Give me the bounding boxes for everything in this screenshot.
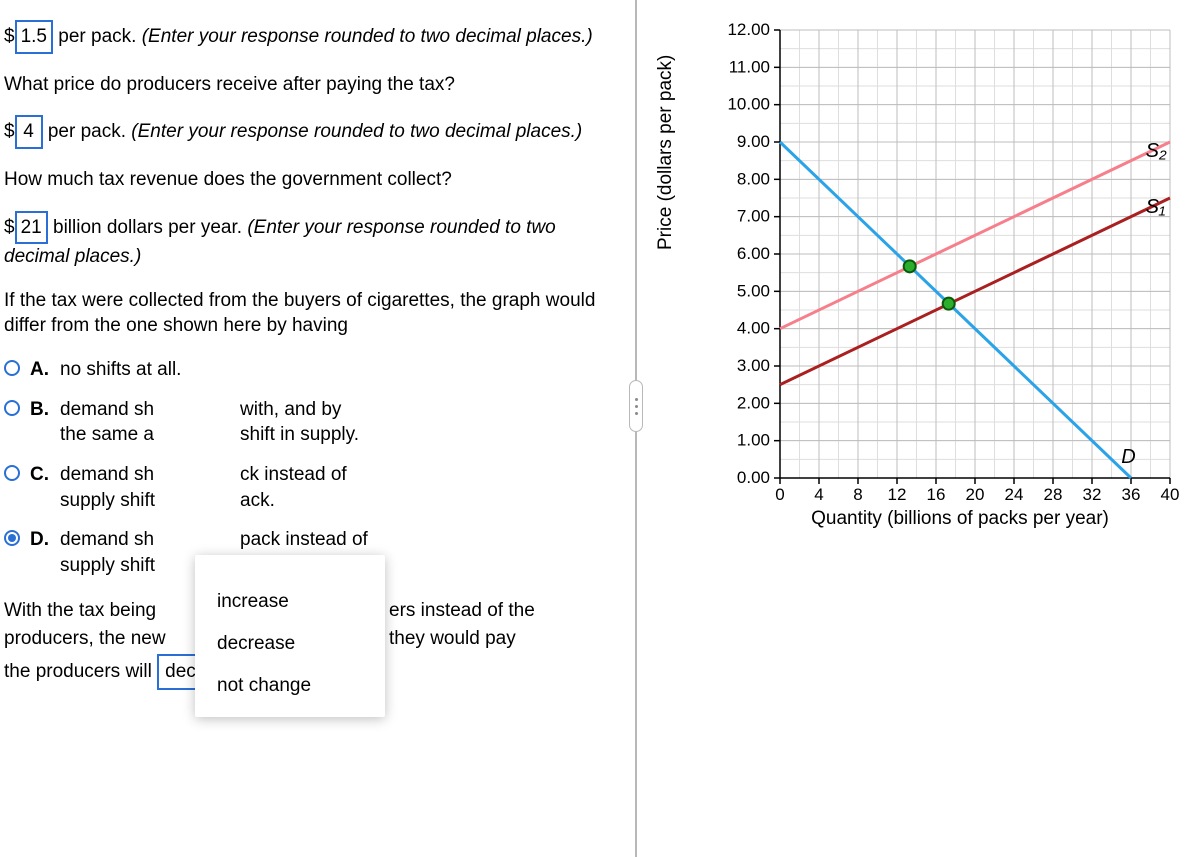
option-label: C. xyxy=(30,462,52,488)
svg-text:8.00: 8.00 xyxy=(737,169,770,188)
svg-text:S₂: S₂ xyxy=(1146,140,1167,162)
svg-text:S₁: S₁ xyxy=(1146,196,1166,218)
answer-2: $4 per pack. (Enter your response rounde… xyxy=(4,115,620,149)
hint: (Enter your response rounded to two deci… xyxy=(142,26,593,47)
svg-text:9.00: 9.00 xyxy=(737,132,770,151)
svg-text:24: 24 xyxy=(1005,485,1024,500)
svg-text:28: 28 xyxy=(1044,485,1063,500)
option-label: A. xyxy=(30,357,52,383)
svg-text:0: 0 xyxy=(775,485,784,500)
option-label: D. xyxy=(30,527,52,553)
radio-a[interactable] xyxy=(4,360,20,376)
radio-b[interactable] xyxy=(4,400,20,416)
svg-text:8: 8 xyxy=(853,485,862,500)
dropdown-item-decrease[interactable]: decrease xyxy=(195,623,385,665)
hint: (Enter your response rounded to two deci… xyxy=(131,121,582,142)
input-price-producers[interactable]: 4 xyxy=(15,115,43,149)
svg-text:11.00: 11.00 xyxy=(729,57,770,76)
currency: $ xyxy=(4,217,15,238)
svg-text:10.00: 10.00 xyxy=(727,95,770,114)
x-axis-label: Quantity (billions of packs per year) xyxy=(735,508,1185,530)
supply-demand-chart: 0 4 8 12 16 20 24 28 32 36 40 0.00 1.00 2.00 3.00 4.00 5… xyxy=(665,20,1185,500)
dropdown-item-not-change[interactable]: not change xyxy=(195,665,385,707)
resize-handle[interactable] xyxy=(629,380,643,432)
option-text: no shifts at all. xyxy=(60,357,620,383)
answer-3: $21 billion dollars per year. (Enter you… xyxy=(4,211,620,270)
radio-c[interactable] xyxy=(4,465,20,481)
svg-text:5.00: 5.00 xyxy=(737,281,770,300)
option-text: demand shck instead of supply shiftack. xyxy=(60,462,620,513)
question-3: How much tax revenue does the government… xyxy=(4,167,620,193)
y-axis-label: Price (dollars per pack) xyxy=(655,55,677,250)
svg-text:12: 12 xyxy=(888,485,907,500)
svg-text:D: D xyxy=(1121,446,1135,468)
chart-panel: Price (dollars per pack) 048121620242832… xyxy=(665,20,1185,530)
option-b[interactable]: B. demand shwith, and by the same ashift… xyxy=(4,397,620,448)
input-price-consumers[interactable]: 1.5 xyxy=(15,20,53,54)
input-tax-revenue[interactable]: 21 xyxy=(15,211,48,245)
option-text: demand shwith, and by the same ashift in… xyxy=(60,397,620,448)
unit: billion dollars per year. xyxy=(48,217,248,238)
svg-text:0.00: 0.00 xyxy=(737,468,770,487)
svg-text:3.00: 3.00 xyxy=(737,356,770,375)
unit: per pack. xyxy=(43,121,132,142)
question-2: What price do producers receive after pa… xyxy=(4,72,620,98)
option-c[interactable]: C. demand shck instead of supply shiftac… xyxy=(4,462,620,513)
svg-text:6.00: 6.00 xyxy=(737,244,770,263)
currency: $ xyxy=(4,121,15,142)
svg-text:16: 16 xyxy=(927,485,946,500)
svg-text:7.00: 7.00 xyxy=(737,207,770,226)
svg-text:40: 40 xyxy=(1161,485,1180,500)
svg-text:4.00: 4.00 xyxy=(737,319,770,338)
option-a[interactable]: A. no shifts at all. xyxy=(4,357,620,383)
dropdown-item-increase[interactable]: increase xyxy=(195,581,385,623)
question-4: If the tax were collected from the buyer… xyxy=(4,288,620,339)
answer-1: $1.5 per pack. (Enter your response roun… xyxy=(4,20,620,54)
svg-text:2.00: 2.00 xyxy=(737,393,770,412)
unit: per pack. xyxy=(53,26,142,47)
svg-text:1.00: 1.00 xyxy=(737,431,770,450)
option-label: B. xyxy=(30,397,52,423)
svg-text:12.00: 12.00 xyxy=(727,20,770,39)
radio-d[interactable] xyxy=(4,530,20,546)
svg-text:4: 4 xyxy=(814,485,823,500)
svg-text:32: 32 xyxy=(1083,485,1102,500)
currency: $ xyxy=(4,26,15,47)
svg-text:36: 36 xyxy=(1122,485,1141,500)
radio-group: A. no shifts at all. B. demand shwith, a… xyxy=(4,357,620,578)
dropdown-menu[interactable]: increase decrease not change xyxy=(195,555,385,717)
svg-text:20: 20 xyxy=(966,485,985,500)
